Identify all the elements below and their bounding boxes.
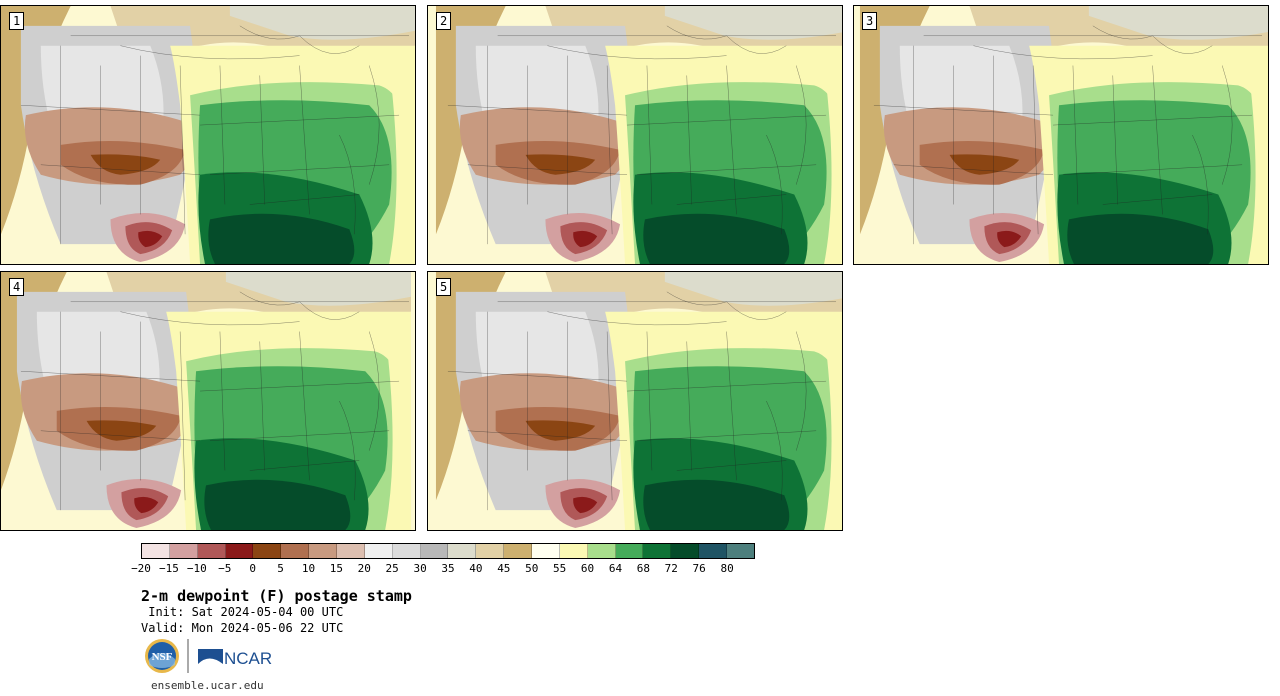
colorbar-swatch — [643, 544, 672, 558]
colorbar-swatch — [727, 544, 754, 558]
colorbar-swatch — [504, 544, 533, 558]
colorbar-tick-label: 64 — [608, 562, 623, 575]
colorbar-tick-label: 10 — [301, 562, 316, 575]
panel-number: 4 — [9, 278, 25, 296]
panel-number: 3 — [862, 12, 878, 30]
valid-time: Valid: Mon 2024-05-06 22 UTC — [141, 621, 344, 635]
colorbar-swatch — [671, 544, 700, 558]
ncar-text: NCAR — [224, 649, 272, 668]
colorbar — [141, 543, 755, 559]
colorbar-tick-label: 72 — [664, 562, 678, 575]
colorbar-tick-label: −15 — [158, 562, 179, 575]
colorbar-swatch — [169, 544, 198, 558]
colorbar-swatch — [532, 544, 560, 558]
plot-title: 2-m dewpoint (F) postage stamp — [141, 587, 412, 605]
colorbar-swatch — [699, 544, 728, 558]
colorbar-swatch — [253, 544, 282, 558]
ncar-logo: NCAR — [198, 649, 272, 668]
logos: NSF NCAR — [143, 637, 283, 677]
map-panel-2: 2 — [427, 5, 843, 265]
colorbar-swatch — [281, 544, 310, 558]
panel-number: 5 — [436, 278, 452, 296]
colorbar-tick-label: 20 — [357, 562, 371, 575]
colorbar-swatch — [142, 544, 170, 558]
colorbar-tick-label: 5 — [277, 562, 284, 575]
colorbar-swatch — [392, 544, 421, 558]
map-panel-5: 5 — [427, 271, 843, 531]
colorbar-swatch — [420, 544, 449, 558]
colorbar-swatch — [309, 544, 338, 558]
colorbar-tick-label: 60 — [580, 562, 595, 575]
colorbar-tick-label: 30 — [413, 562, 427, 575]
init-time: Init: Sat 2024-05-04 00 UTC — [141, 605, 344, 619]
dewpoint-map — [435, 272, 842, 530]
colorbar-swatch — [559, 544, 588, 558]
colorbar-swatch — [476, 544, 505, 558]
colorbar-swatch — [615, 544, 644, 558]
colorbar-tick-label: −20 — [131, 562, 151, 575]
colorbar-swatch — [337, 544, 365, 558]
nsf-logo: NSF — [145, 639, 179, 673]
colorbar-tick-label: 68 — [636, 562, 650, 575]
colorbar-tick-label: −10 — [186, 562, 207, 575]
colorbar-swatch — [364, 544, 393, 558]
panel-number: 1 — [9, 12, 25, 30]
colorbar-tick-label: 45 — [497, 562, 511, 575]
map-panel-3: 3 — [853, 5, 1269, 265]
map-panel-4: 4 — [0, 271, 416, 531]
colorbar-tick-label: 40 — [469, 562, 483, 575]
colorbar-swatch — [197, 544, 226, 558]
colorbar-tick-label: 15 — [329, 562, 343, 575]
dewpoint-map — [435, 6, 842, 264]
colorbar-tick-label: −5 — [218, 562, 232, 575]
colorbar-tick-label: 80 — [720, 562, 734, 575]
dewpoint-map — [1, 6, 415, 264]
colorbar-tick-label: 76 — [692, 562, 706, 575]
colorbar-swatch — [225, 544, 254, 558]
dewpoint-map — [1, 272, 412, 530]
colorbar-tick-label: 0 — [249, 562, 256, 575]
colorbar-tick-label: 55 — [553, 562, 567, 575]
colorbar-ticks: −20 −15 −10 −5 0 5 10 15 20 25 30 35 40 45 50 55 60 64 68 7… — [131, 562, 755, 576]
colorbar-tick-label: 35 — [441, 562, 455, 575]
map-panel-1: 1 — [0, 5, 416, 265]
panel-number: 2 — [436, 12, 452, 30]
nsf-text: NSF — [152, 651, 173, 663]
colorbar-tick-label: 50 — [525, 562, 539, 575]
footer-url: ensemble.ucar.edu — [151, 679, 264, 692]
colorbar-swatch — [448, 544, 477, 558]
dewpoint-map — [859, 6, 1268, 264]
colorbar-tick-label: 25 — [385, 562, 399, 575]
colorbar-swatch — [587, 544, 616, 558]
